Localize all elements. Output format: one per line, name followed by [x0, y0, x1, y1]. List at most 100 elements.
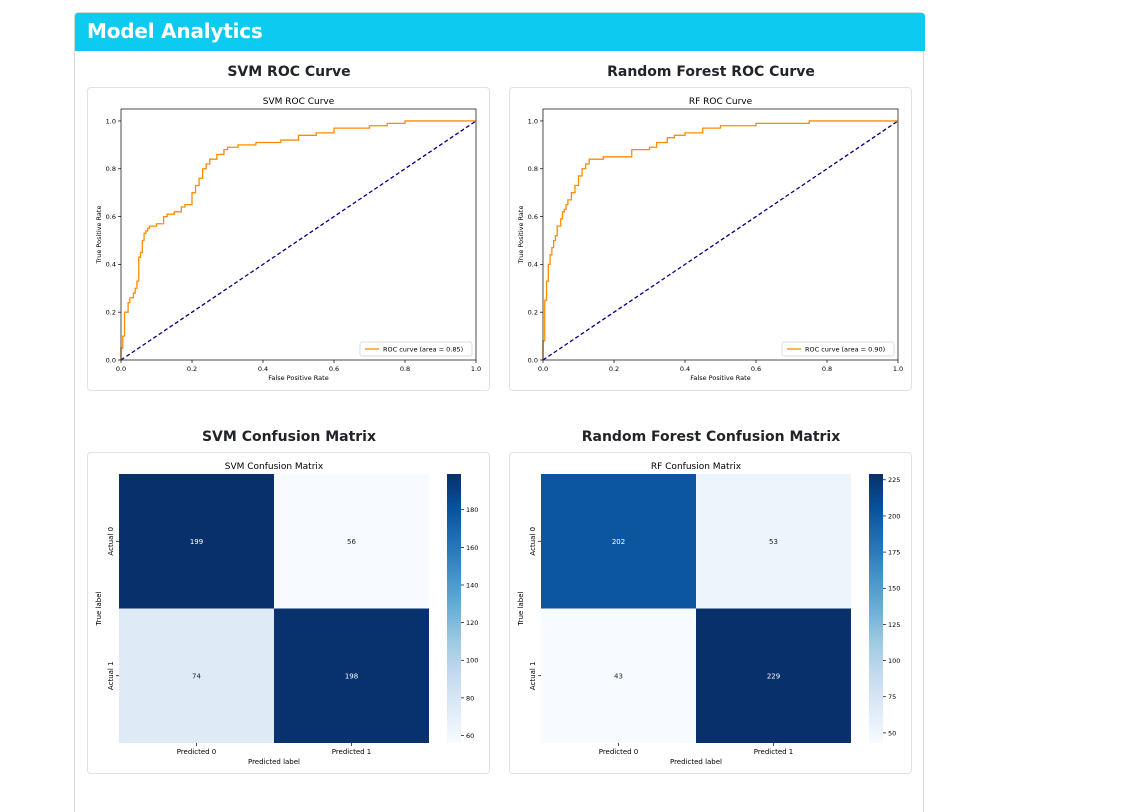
svm-roc-card: SVM ROC Curve 0.0 0.2 0.4 0.6 0.8 1.0 0.0 0.2 0.4…: [87, 87, 490, 391]
x-tick-label: 0.4: [258, 365, 268, 373]
colorbar-tick-label: 175: [888, 548, 900, 556]
colorbar-tick-label: 100: [466, 657, 478, 665]
svm-roc-section-title: SVM ROC Curve: [227, 64, 351, 80]
svm-cm-section-title: SVM Confusion Matrix: [201, 429, 377, 445]
colorbar-tick-label: 200: [888, 512, 900, 520]
rf-confusion-matrix-chart: RF Confusion Matrix 202 53 43 229 Predicted 0…: [517, 462, 900, 766]
matrix-cell: [696, 474, 851, 609]
rf-cm-card: RF Confusion Matrix 202 53 43 229 Predicted 0…: [509, 452, 912, 774]
chart-title: SVM ROC Curve: [263, 97, 335, 107]
colorbar-tick-label: 80: [466, 694, 474, 702]
x-axis-label: Predicted label: [248, 758, 300, 766]
matrix-cell: [274, 474, 429, 609]
x-tick-label: 0.8: [822, 365, 832, 373]
y-axis-label: True label: [517, 591, 525, 626]
colorbar-tick-label: 150: [888, 585, 900, 593]
cell-value: 202: [612, 538, 625, 546]
x-tick-label: 0.6: [329, 365, 339, 373]
matrix-cell: [541, 608, 696, 743]
plot-frame: [542, 108, 899, 361]
x-tick-label: 0.4: [680, 365, 690, 373]
plot-frame: [120, 108, 477, 361]
y-tick-label: 0.8: [528, 165, 538, 173]
legend-label: ROC curve (area = 0.85): [383, 345, 463, 353]
rf-cm-section-title: Random Forest Confusion Matrix: [581, 429, 841, 445]
x-tick-label: Predicted 0: [599, 748, 639, 756]
svm-confusion-matrix-chart: SVM Confusion Matrix 199 56 74 198 Predicted …: [95, 462, 478, 766]
colorbar-tick-label: 100: [888, 657, 900, 665]
x-tick-label: 0.6: [751, 365, 761, 373]
matrix-cell: [696, 608, 851, 743]
matrix-cell: [119, 474, 274, 609]
y-axis-label: True Positive Rate: [517, 206, 525, 265]
model-analytics-panel: Model Analytics SVM ROC Curve Random For…: [74, 12, 925, 812]
matrix-cell: [541, 474, 696, 609]
y-tick-label: 0.6: [106, 213, 116, 221]
cell-value: 53: [769, 538, 778, 546]
colorbar-tick-label: 140: [466, 581, 478, 589]
chart-title: RF ROC Curve: [689, 97, 753, 107]
x-axis-label: False Positive Rate: [268, 374, 328, 382]
legend-box: [359, 341, 473, 357]
y-axis-label: True label: [95, 591, 103, 626]
roc-curve-line: [120, 120, 476, 360]
rf-roc-chart: RF ROC Curve 0.0 0.2 0.4 0.6 0.8 1.0 0.0 0.2 0.4 0…: [517, 97, 903, 382]
y-tick-label: 0.0: [528, 356, 538, 364]
y-tick-label: 0.4: [528, 261, 538, 269]
legend: ROC curve (area = 0.90): [781, 341, 895, 357]
roc-curve-line: [542, 120, 898, 360]
chart-title: SVM Confusion Matrix: [225, 462, 324, 472]
x-tick-label: 1.0: [893, 365, 903, 373]
y-tick-label: 0.8: [106, 165, 116, 173]
cell-value: 199: [190, 538, 203, 546]
colorbar-tick-label: 160: [466, 544, 478, 552]
legend: ROC curve (area = 0.85): [359, 341, 473, 357]
rf-roc-section-title: Random Forest ROC Curve: [607, 64, 815, 80]
x-tick-label: 1.0: [471, 365, 481, 373]
x-tick-label: 0.0: [116, 365, 126, 373]
y-tick-label: Actual 1: [529, 661, 537, 690]
y-tick-label: Actual 0: [529, 527, 537, 556]
colorbar-tick-label: 125: [888, 621, 900, 629]
y-tick-label: 0.0: [106, 356, 116, 364]
y-tick-label: 0.2: [528, 308, 538, 316]
page-title: Model Analytics: [87, 19, 263, 43]
x-axis-label: False Positive Rate: [690, 374, 750, 382]
chart-title: RF Confusion Matrix: [651, 462, 742, 472]
colorbar-tick-label: 225: [888, 476, 900, 484]
y-tick-label: 0.6: [528, 213, 538, 221]
x-axis-label: Predicted label: [670, 758, 722, 766]
diagonal-line: [120, 120, 477, 361]
colorbar-tick-label: 60: [466, 732, 474, 740]
matrix-cell: [274, 608, 429, 743]
colorbar-tick-label: 50: [888, 729, 896, 737]
matrix-cell: [119, 608, 274, 743]
colorbar: [869, 474, 883, 743]
x-tick-label: 0.2: [609, 365, 619, 373]
x-tick-label: 0.0: [538, 365, 548, 373]
x-tick-label: Predicted 1: [332, 748, 372, 756]
colorbar-tick-label: 120: [466, 619, 478, 627]
colorbar-tick-label: 75: [888, 693, 896, 701]
rf-roc-card: RF ROC Curve 0.0 0.2 0.4 0.6 0.8 1.0 0.0 0.2 0.4 0…: [509, 87, 912, 391]
svm-roc-chart: SVM ROC Curve 0.0 0.2 0.4 0.6 0.8 1.0 0.0 0.2 0.4…: [95, 97, 481, 382]
y-tick-label: 1.0: [528, 117, 538, 125]
legend-label: ROC curve (area = 0.90): [805, 345, 885, 353]
y-tick-label: 1.0: [106, 117, 116, 125]
y-tick-label: 0.4: [106, 261, 116, 269]
cell-value: 43: [614, 672, 623, 680]
colorbar-tick-label: 180: [466, 506, 478, 514]
colorbar: [447, 474, 461, 743]
diagonal-line: [542, 120, 899, 361]
panel-header: Model Analytics: [75, 13, 925, 51]
cell-value: 198: [345, 672, 358, 680]
x-tick-label: 0.2: [187, 365, 197, 373]
y-axis-label: True Positive Rate: [95, 206, 103, 265]
cell-value: 229: [767, 672, 780, 680]
x-tick-label: Predicted 0: [177, 748, 217, 756]
x-tick-label: Predicted 1: [754, 748, 794, 756]
y-tick-label: Actual 1: [107, 661, 115, 690]
y-tick-label: Actual 0: [107, 527, 115, 556]
svm-cm-card: SVM Confusion Matrix 199 56 74 198 Predicted …: [87, 452, 490, 774]
cell-value: 56: [347, 538, 356, 546]
